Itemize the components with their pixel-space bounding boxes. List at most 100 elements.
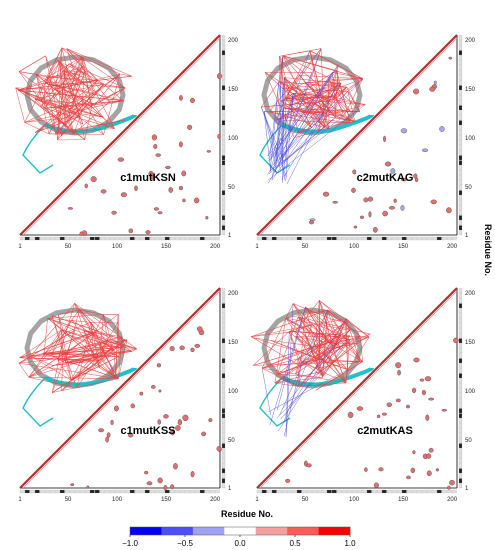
network-edge [122,339,128,348]
network-edge [18,354,98,364]
network-edge [262,359,323,369]
network-edge [43,345,113,354]
contour-blob [150,173,156,180]
ss-block [94,489,100,494]
x-tick-label: 50 [302,244,309,250]
ss-block [221,210,226,216]
ss-block [19,489,25,494]
contour-blob [206,150,211,153]
ss-block [458,293,463,299]
network-edge [305,306,324,377]
ss-block [281,236,287,241]
diagonal-band [19,34,221,236]
network-edge [304,82,345,117]
contour-blob [106,432,111,438]
ss-block [221,473,226,479]
ss-block [281,489,287,494]
network-edge [334,97,336,118]
ss-block [458,438,463,444]
contour-blob [386,402,392,408]
contour-blob [128,228,134,234]
ss-block [426,236,432,241]
contour-blob [412,450,416,455]
contour-blob [415,177,419,183]
contour-blob [217,134,221,139]
network-edge [274,382,299,387]
ss-block [376,236,382,241]
network-edge [298,362,334,387]
network-edge [61,47,86,140]
ss-block [458,85,463,91]
ss-block [441,236,447,241]
network-edge [24,100,124,123]
network-edge [131,348,137,352]
panel-label: c2mutKAS [357,425,413,437]
network-edge-negative [282,93,294,183]
ss-block [458,115,463,121]
network-edge-negative [285,331,290,438]
network-edge [103,83,124,101]
ss-block [391,236,397,241]
ss-block [316,489,322,494]
contour-blob [421,389,426,396]
network-edge [19,330,98,359]
ss-block [134,236,140,241]
contour-blob [306,463,312,468]
ss-block [221,288,226,294]
ss-block [221,135,226,141]
ss-block [221,170,226,176]
contour-blob [216,73,222,80]
ss-block [69,236,75,241]
contour-blob [400,128,408,134]
network-edge [52,361,90,366]
x-tick-label: 200 [210,497,221,503]
ss-block [458,308,463,314]
ss-block [458,333,463,339]
ss-block [458,483,463,489]
x-tick-label: 150 [161,244,172,250]
ss-block [221,378,226,384]
network-edge [112,345,137,350]
ss-block [221,338,226,344]
y-tick-label: 200 [465,291,476,297]
network-edge-negative [268,112,305,161]
network-edge [63,333,120,357]
ss-block [326,489,332,494]
x-tick-label: 150 [398,497,409,503]
network-edge [274,365,301,384]
contour-blob [84,183,88,189]
network-edge-negative [273,72,313,159]
ss-block [356,236,362,241]
network-edge [84,106,93,140]
ss-block [441,489,447,494]
network-edge [284,48,322,99]
diagonal-band [256,287,458,489]
ss-block [458,288,463,294]
ss-block [301,489,307,494]
network-edge [284,98,312,128]
network-edge [327,309,341,349]
contour-blob [453,337,459,344]
diagonal-band-edge [22,37,221,236]
ss-block [458,458,463,464]
contour-blob [163,414,169,419]
ss-block [221,398,226,404]
ss-block [221,313,226,319]
network-edge [79,309,123,348]
ss-block [221,50,226,56]
contour-blob [421,148,429,152]
network-edge [320,107,330,130]
ss-block [221,75,226,81]
contour-blob [435,468,439,472]
x-tick-label: 1 [18,244,22,250]
contour-blob [425,414,430,421]
contour-blob [196,326,203,332]
ss-block [446,236,452,241]
ss-block [458,318,463,324]
ss-block [144,489,150,494]
network-edge [61,346,123,392]
secondary-structure-strip [19,288,226,494]
network-edge [47,71,86,78]
network-edge [271,340,334,350]
network-edge [262,367,346,384]
